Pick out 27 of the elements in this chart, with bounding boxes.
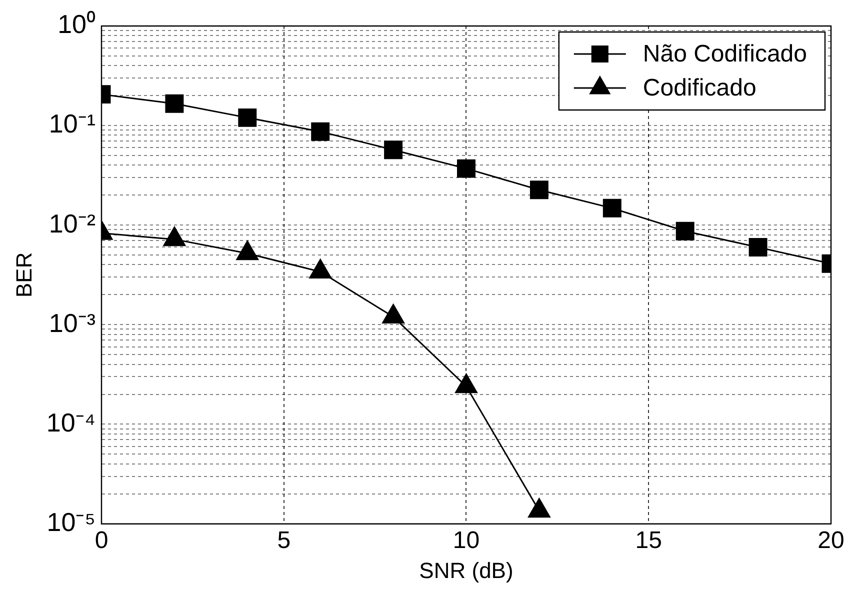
y-tick-label: 10⁻⁴ bbox=[46, 407, 96, 438]
x-tick-label: 20 bbox=[818, 526, 844, 554]
y-axis-title: BER bbox=[11, 252, 36, 298]
x-tick-label: 5 bbox=[277, 526, 291, 554]
legend-label: Não Codificado bbox=[642, 40, 808, 68]
y-tick-label: 10⁻³ bbox=[48, 308, 96, 338]
point bbox=[311, 122, 330, 141]
point bbox=[748, 238, 768, 256]
legend-label: Codificado bbox=[642, 74, 756, 102]
point bbox=[382, 304, 404, 324]
point bbox=[530, 180, 548, 200]
y-tick-label: 10⁻⁵ bbox=[46, 506, 96, 537]
x-tick-label: 10 bbox=[452, 526, 480, 554]
point bbox=[238, 108, 257, 127]
x-tick-label: 15 bbox=[635, 526, 662, 554]
point bbox=[528, 498, 550, 518]
point bbox=[676, 222, 694, 240]
y-tick-label: 10⁻¹ bbox=[48, 108, 96, 139]
y-tick-label: 10⁻² bbox=[48, 208, 96, 238]
y-tick-label: 10⁰ bbox=[58, 9, 96, 40]
x-tick-label: 0 bbox=[94, 526, 108, 554]
point bbox=[455, 374, 478, 394]
x-axis-title: SNR (dB) bbox=[419, 558, 514, 583]
point bbox=[165, 94, 184, 113]
point bbox=[457, 159, 476, 178]
point bbox=[602, 198, 622, 218]
point bbox=[384, 140, 403, 160]
